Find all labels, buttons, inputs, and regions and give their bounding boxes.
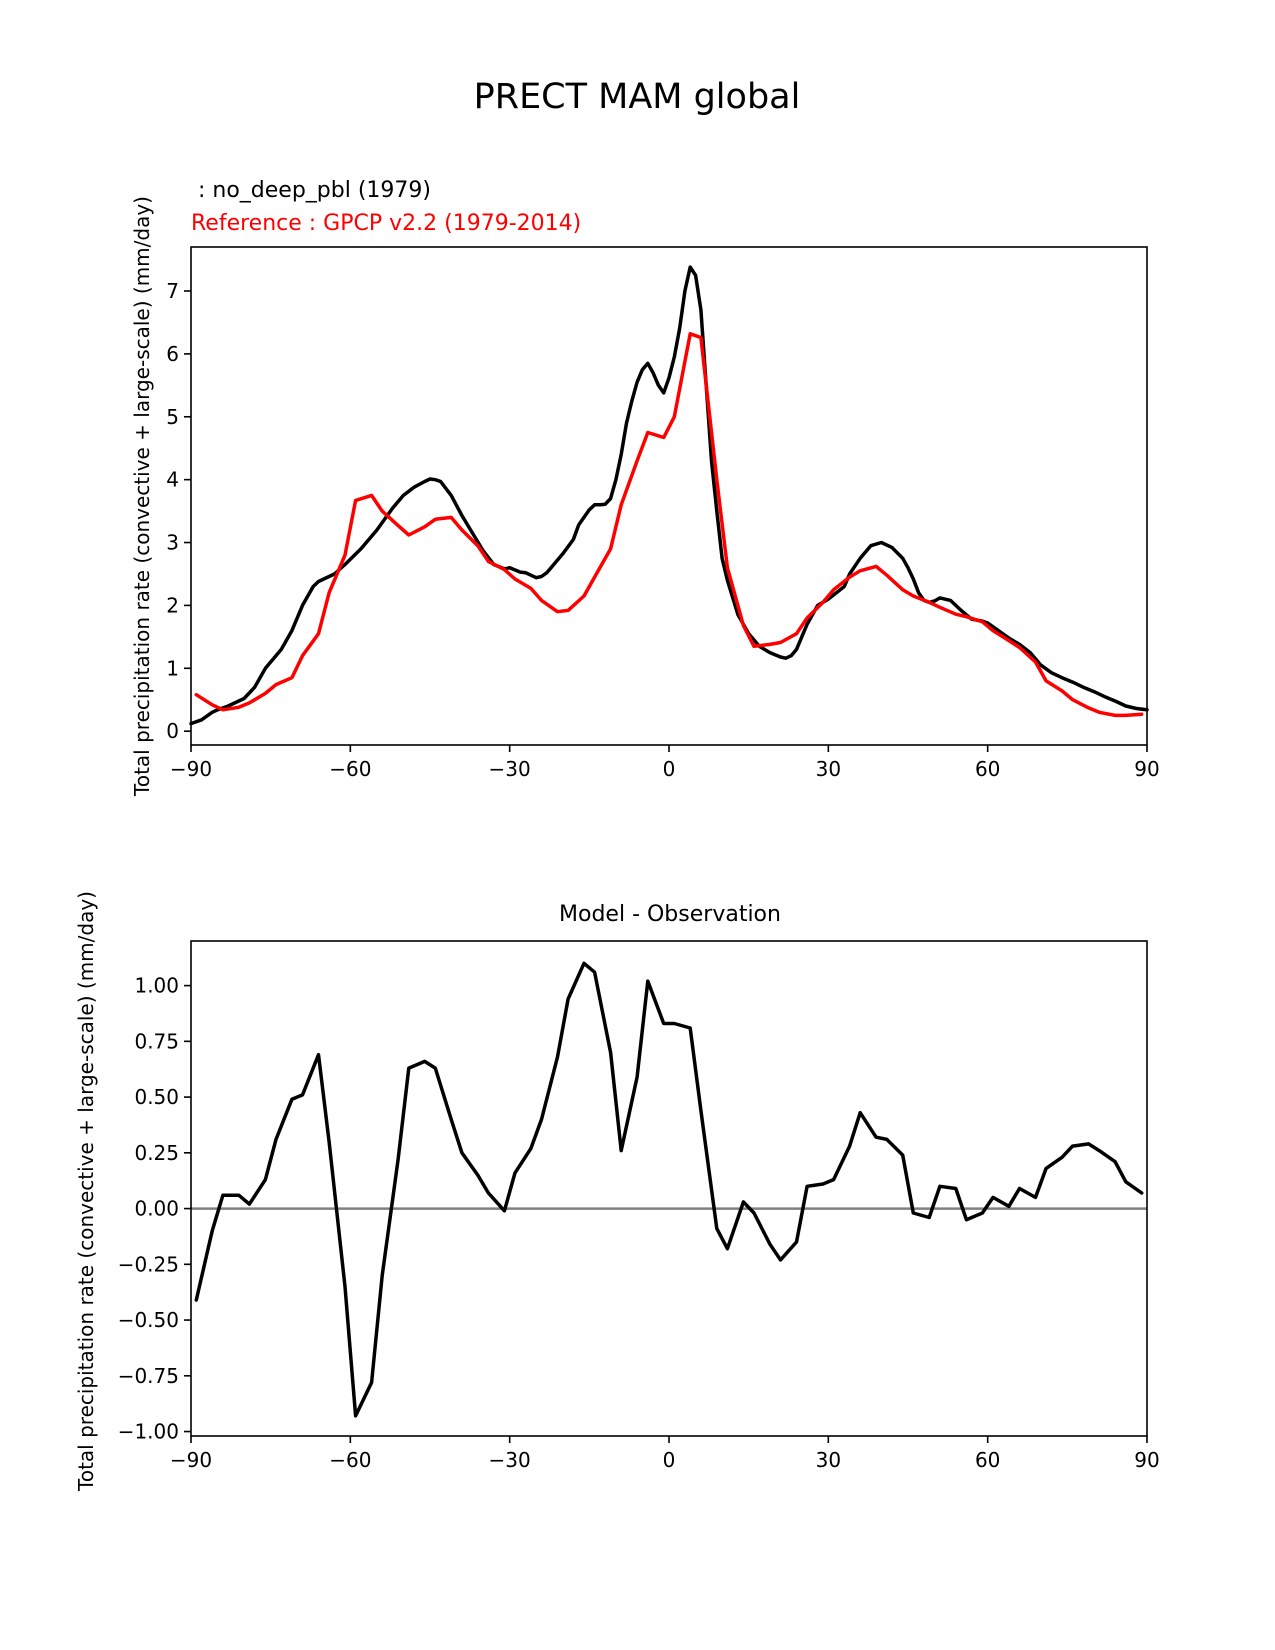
x-tick-label: −90 xyxy=(170,1448,212,1472)
y-axis-label: Total precipitation rate (convective + l… xyxy=(74,891,98,1492)
y-tick-label: 6 xyxy=(166,342,179,366)
x-tick-label: −30 xyxy=(489,757,531,781)
y-tick-label: −0.25 xyxy=(118,1252,179,1276)
x-tick-label: −60 xyxy=(329,1448,371,1472)
x-tick-label: −60 xyxy=(329,757,371,781)
y-tick-label: 5 xyxy=(166,405,179,429)
x-tick-label: 90 xyxy=(1134,757,1159,781)
x-tick-label: 0 xyxy=(663,757,676,781)
y-tick-label: −1.00 xyxy=(118,1420,179,1444)
y-tick-label: 0.75 xyxy=(134,1029,179,1053)
y-tick-label: 4 xyxy=(166,468,179,492)
series-line-0 xyxy=(189,265,1149,726)
reference-label: Reference : GPCP v2.2 (1979-2014) xyxy=(191,211,581,236)
y-tick-label: 1.00 xyxy=(134,974,179,998)
x-tick-label: 90 xyxy=(1134,1448,1159,1472)
test-run-label: : no_deep_pbl (1979) xyxy=(191,178,431,203)
y-tick-label: −0.75 xyxy=(118,1364,179,1388)
y-tick-label: 0 xyxy=(166,719,179,743)
x-tick-label: 60 xyxy=(975,1448,1000,1472)
precip-comparison-panel: : no_deep_pbl (1979) Reference : GPCP v2… xyxy=(130,178,1160,797)
y-tick-label: 0.25 xyxy=(134,1141,179,1165)
x-tick-label: 30 xyxy=(816,1448,841,1472)
x-tick-label: −30 xyxy=(489,1448,531,1472)
difference-title: Model - Observation xyxy=(559,902,781,927)
y-axis-label: Total precipitation rate (convective + l… xyxy=(130,196,154,797)
y-tick-label: 7 xyxy=(166,279,179,303)
y-tick-label: −0.50 xyxy=(118,1308,179,1332)
x-tick-label: −90 xyxy=(170,757,212,781)
series-line-0 xyxy=(194,961,1144,1418)
y-tick-label: 0.00 xyxy=(134,1197,179,1221)
x-tick-label: 60 xyxy=(975,757,1000,781)
plot-frame xyxy=(190,246,1148,746)
series-line-1 xyxy=(194,332,1144,718)
y-tick-label: 3 xyxy=(166,531,179,555)
x-tick-label: 30 xyxy=(816,757,841,781)
y-tick-label: 0.50 xyxy=(134,1085,179,1109)
figure-title: PRECT MAM global xyxy=(474,77,801,117)
y-tick-label: 1 xyxy=(166,656,179,680)
difference-panel: Model - Observation Total precipitation … xyxy=(74,891,1160,1492)
x-tick-label: 0 xyxy=(663,1448,676,1472)
y-tick-label: 2 xyxy=(166,593,179,617)
